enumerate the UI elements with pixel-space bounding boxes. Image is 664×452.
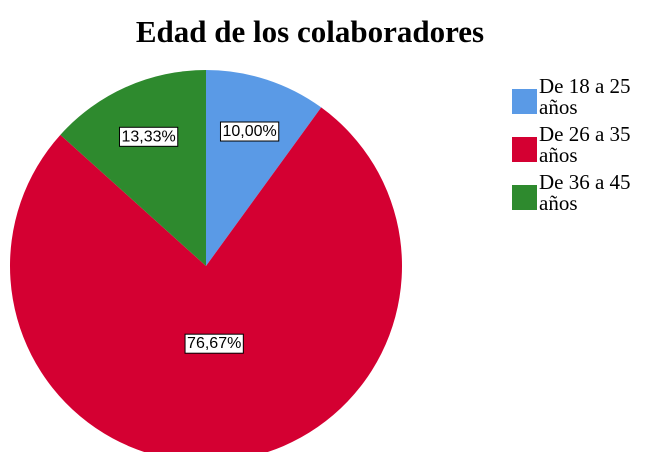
data-label: 76,67% [187, 335, 241, 352]
data-label-box [219, 121, 280, 142]
legend-swatch [512, 137, 537, 162]
legend-label: De 36 a 45 años [539, 170, 631, 215]
chart-title: Edad de los colaboradores [136, 14, 484, 49]
legend: De 18 a 25 años De 26 a 35 años De 36 a 45… [512, 76, 662, 220]
legend-swatch [512, 185, 537, 210]
legend-label: De 18 a 25 años [539, 74, 631, 119]
legend-item: De 36 a 45 años [512, 172, 662, 214]
legend-swatch [512, 89, 537, 114]
pie-slice [60, 70, 206, 266]
pie-slice [10, 107, 402, 452]
legend-item: De 26 a 35 años [512, 124, 662, 166]
data-label-box [118, 126, 179, 147]
pie-slice [206, 70, 322, 266]
data-label: 10,00% [222, 123, 276, 140]
data-label: 13,33% [121, 128, 175, 145]
legend-label: De 26 a 35 años [539, 122, 631, 167]
legend-item: De 18 a 25 años [512, 76, 662, 118]
data-label-box [184, 333, 244, 354]
